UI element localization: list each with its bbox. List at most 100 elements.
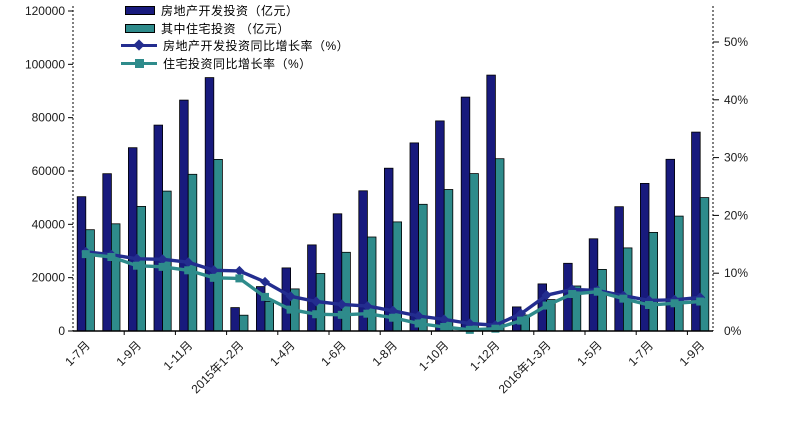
- diamond-marker-icon: [132, 253, 142, 264]
- diamond-marker-icon: [439, 314, 450, 325]
- investment-bar-swatch: [125, 6, 155, 16]
- square-marker-icon: [107, 253, 116, 262]
- square-marker-icon: [670, 299, 679, 308]
- x-axis-tick-label: 1-9月: [677, 338, 708, 369]
- diamond-marker-icon: [388, 305, 398, 316]
- square-marker-icon: [414, 319, 423, 328]
- bar-investment: [230, 307, 240, 332]
- square-marker-icon: [491, 324, 500, 333]
- bar-residential: [213, 158, 223, 332]
- x-axis-tick-label: 1-7月: [625, 338, 656, 369]
- legend-label-investment-bar: 房地产开发投资（亿元）: [161, 4, 299, 19]
- chart-legend: 房地产开发投资（亿元） 其中住宅投资 （亿元） 房地产开发投资同比增长率（%） …: [121, 2, 349, 72]
- bar-residential: [187, 173, 198, 332]
- x-axis-tick-label: 2015年1-2月: [189, 338, 247, 396]
- legend-label-residential-bar: 其中住宅投资 （亿元）: [161, 21, 290, 36]
- diamond-marker-icon: [311, 296, 322, 307]
- square-marker-icon: [158, 262, 167, 271]
- bar-investment: [486, 74, 496, 332]
- diamond-marker-icon: [362, 301, 373, 312]
- square-marker-icon: [465, 325, 474, 334]
- square-marker-icon: [209, 273, 218, 282]
- diamond-marker-icon: [183, 257, 194, 268]
- x-axis-tick-label: 1-12月: [467, 338, 502, 373]
- bar-residential: [418, 203, 428, 332]
- square-marker-icon: [235, 274, 244, 283]
- diamond-marker-icon: [234, 265, 245, 276]
- square-marker-icon: [645, 300, 653, 309]
- left-axis-tick-label: 40000: [32, 217, 66, 231]
- square-marker-icon: [389, 313, 397, 322]
- diamond-marker-icon: [285, 291, 296, 302]
- right-axis-tick-label: 30%: [724, 151, 748, 165]
- diamond-marker-icon: [516, 308, 526, 319]
- x-axis-tick-label: 1-6月: [318, 338, 349, 369]
- square-marker-icon: [568, 290, 577, 299]
- x-axis-tick-label: 2016年1-3月: [496, 338, 554, 396]
- bar-residential: [443, 189, 454, 332]
- legend-label-investment-growth: 房地产开发投资同比增长率（%）: [163, 39, 350, 54]
- investment-growth-line-swatch: [121, 39, 157, 52]
- bar-residential: [341, 251, 351, 332]
- right-axis-tick-label: 20%: [724, 208, 748, 222]
- diamond-marker-icon: [133, 39, 145, 51]
- bar-investment: [435, 120, 445, 332]
- square-marker-icon: [261, 292, 269, 301]
- diamond-marker-icon: [260, 276, 270, 287]
- left-axis-tick-label: 60000: [32, 164, 66, 178]
- diamond-marker-icon: [208, 265, 219, 276]
- legend-item-investment-growth-line: 房地产开发投资同比增长率（%）: [121, 37, 349, 55]
- bar-residential: [264, 300, 275, 332]
- residential-bar-swatch: [125, 23, 155, 33]
- right-axis-tick-label: 40%: [724, 93, 748, 107]
- square-marker-icon: [312, 310, 321, 319]
- square-marker-icon: [542, 301, 551, 310]
- left-axis-tick-label: 120000: [25, 4, 65, 18]
- diamond-marker-icon: [157, 254, 168, 265]
- bar-investment: [153, 124, 164, 332]
- bar-residential: [111, 223, 121, 332]
- legend-label-residential-growth: 住宅投资同比增长率（%）: [163, 56, 312, 71]
- x-axis-tick-label: 1-11月: [161, 338, 196, 373]
- diamond-marker-icon: [336, 299, 347, 310]
- bar-investment: [127, 147, 138, 332]
- legend-item-residential-growth-line: 住宅投资同比增长率（%）: [121, 55, 349, 73]
- square-marker-icon: [696, 297, 705, 306]
- square-marker-icon: [135, 58, 144, 68]
- legend-item-investment-bar: 房地产开发投资（亿元）: [121, 2, 349, 20]
- bar-residential: [85, 229, 95, 332]
- diamond-marker-icon: [541, 290, 552, 301]
- bar-investment: [614, 206, 624, 332]
- bar-investment: [409, 142, 420, 332]
- x-axis-tick-label: 1-9月: [113, 338, 144, 369]
- right-axis-tick-label: 10%: [724, 266, 748, 280]
- x-axis-tick-label: 1-10月: [416, 338, 451, 373]
- square-marker-icon: [184, 266, 193, 275]
- square-marker-icon: [619, 294, 628, 303]
- x-axis-tick-label: 1-4月: [267, 338, 298, 369]
- bar-investment: [179, 99, 189, 332]
- bar-investment: [383, 167, 394, 332]
- right-axis-tick-label: 0%: [724, 324, 742, 338]
- bar-investment: [588, 238, 599, 332]
- square-marker-icon: [81, 250, 90, 259]
- bar-residential: [469, 173, 479, 332]
- bar-residential: [674, 215, 684, 332]
- square-marker-icon: [593, 287, 602, 296]
- left-axis-tick-label: 80000: [32, 111, 66, 125]
- x-axis-tick-label: 1-5月: [574, 338, 605, 369]
- bar-investment: [76, 196, 87, 332]
- square-marker-icon: [363, 309, 372, 318]
- bar-residential: [597, 268, 607, 332]
- bar-residential: [699, 197, 710, 332]
- bar-residential: [623, 247, 633, 332]
- square-marker-icon: [133, 261, 141, 270]
- square-marker-icon: [517, 316, 525, 325]
- square-marker-icon: [440, 322, 449, 331]
- left-axis-tick-label: 0: [58, 324, 65, 338]
- bar-residential: [494, 158, 505, 332]
- x-axis-tick-label: 1-7月: [62, 338, 93, 369]
- bar-investment: [460, 96, 471, 332]
